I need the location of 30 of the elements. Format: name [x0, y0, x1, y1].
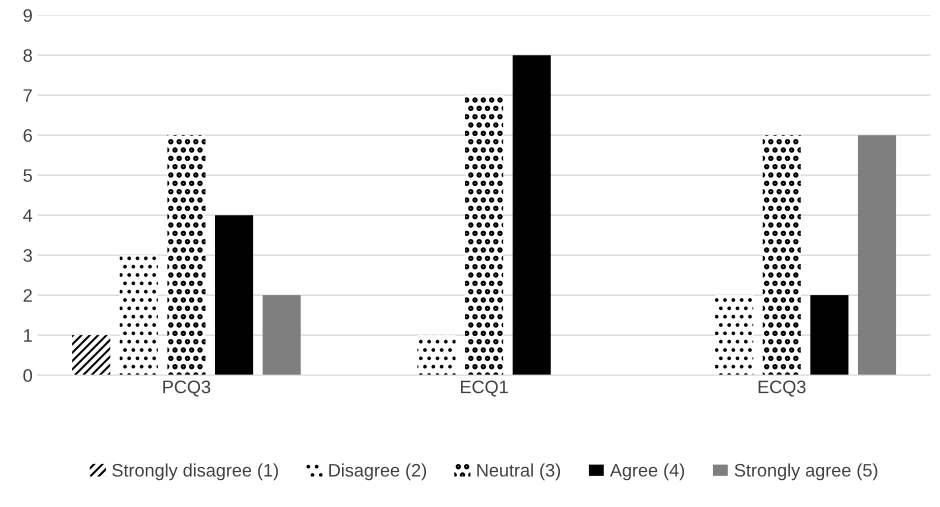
bar — [262, 295, 301, 376]
y-tick-label: 2 — [24, 289, 32, 302]
y-tick-label: 9 — [24, 9, 32, 22]
bar — [512, 55, 551, 376]
y-tick-label: 3 — [23, 249, 32, 262]
bar — [72, 335, 110, 376]
legend-label: Neutral (3) — [477, 463, 560, 480]
bar — [858, 135, 896, 376]
bar — [715, 295, 754, 376]
bar — [120, 255, 158, 376]
legend-label: Strongly agree (5) — [734, 463, 878, 480]
y-tick-label: 8 — [23, 49, 32, 62]
y-tick-label: 1 — [24, 329, 32, 342]
bar — [167, 135, 206, 376]
y-tick-label: 6 — [24, 129, 32, 142]
y-tick-label: 5 — [23, 169, 32, 182]
bar — [762, 135, 801, 376]
y-tick-label: 4 — [23, 209, 32, 222]
y-tick-label: 7 — [24, 89, 32, 102]
bar — [417, 335, 456, 376]
y-tick-label: 0 — [23, 369, 32, 382]
legend-label: Disagree (2) — [329, 463, 426, 480]
x-tick-label: PCQ3 — [163, 380, 210, 397]
legend-label: Strongly disagree (1) — [112, 463, 278, 480]
bar — [215, 215, 254, 376]
legend-label: Agree (4) — [610, 463, 684, 480]
x-tick-label: ECQ1 — [460, 380, 508, 397]
bar — [465, 95, 504, 376]
bar — [810, 295, 848, 376]
x-tick-label: ECQ3 — [758, 380, 806, 397]
